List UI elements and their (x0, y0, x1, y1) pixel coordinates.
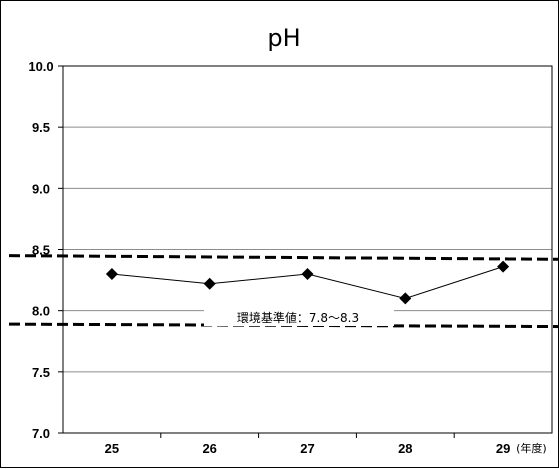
x-tick-label: 29 (496, 441, 510, 456)
data-series (105, 260, 510, 305)
x-tick-label: 27 (300, 441, 314, 456)
data-point-marker (203, 277, 216, 290)
y-tick-label: 9.0 (32, 181, 50, 196)
data-point-marker (497, 260, 510, 273)
y-tick-label: 7.0 (32, 426, 50, 441)
y-tick-label: 8.5 (32, 243, 50, 258)
y-axis-ticks: 7.0 7.5 8.0 8.5 9.0 9.5 10.0 (28, 59, 63, 441)
y-tick-label: 7.5 (32, 365, 50, 380)
standard-annotation: 環境基準値：7.8～8.3 (237, 310, 359, 325)
chart-title: pH (267, 24, 300, 52)
x-axis-unit: (年度) (516, 441, 547, 455)
y-tick-label: 9.5 (32, 120, 50, 135)
x-tick-label: 25 (105, 441, 119, 456)
x-axis-ticks: 25 26 27 28 29 (105, 433, 510, 456)
x-tick-label: 26 (202, 441, 216, 456)
x-tick-label: 28 (398, 441, 412, 456)
y-tick-label: 8.0 (32, 304, 50, 319)
gridlines (63, 126, 552, 373)
data-point-marker (105, 267, 118, 280)
y-tick-label: 10.0 (28, 59, 53, 74)
reference-line (8, 254, 559, 261)
annotation-background (204, 308, 394, 327)
data-point-marker (301, 267, 314, 280)
data-point-marker (399, 292, 412, 305)
